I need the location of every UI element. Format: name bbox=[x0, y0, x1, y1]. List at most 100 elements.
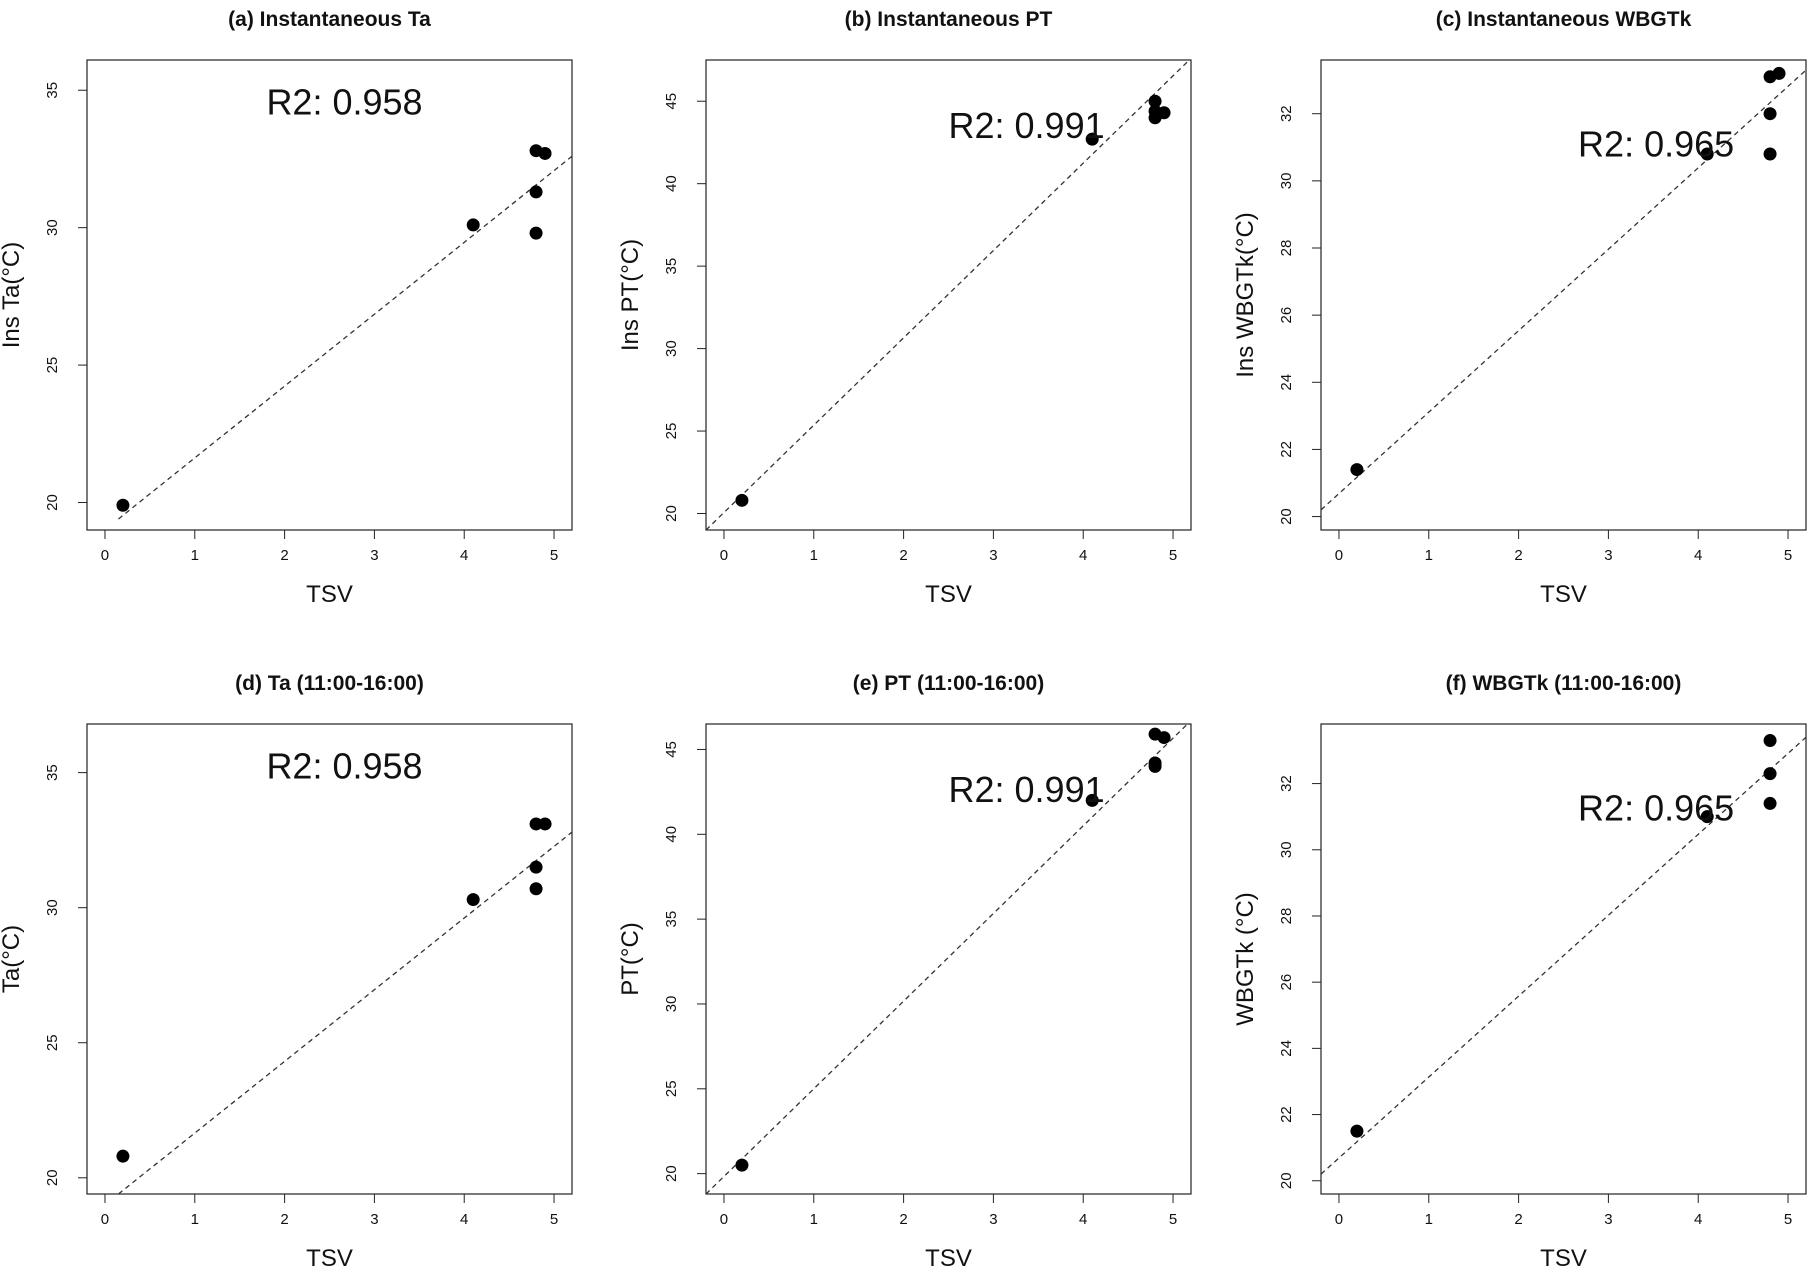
x-tick-label: 3 bbox=[989, 547, 997, 564]
y-tick-label: 35 bbox=[44, 764, 61, 781]
data-point bbox=[529, 185, 543, 199]
y-tick-label: 30 bbox=[663, 996, 680, 1013]
x-tick-label: 4 bbox=[1079, 1211, 1087, 1228]
data-point bbox=[466, 218, 480, 232]
x-tick-label: 4 bbox=[460, 547, 468, 564]
y-tick-label: 25 bbox=[663, 1080, 680, 1097]
x-tick-label: 0 bbox=[1335, 1211, 1343, 1228]
y-axis-label: Ins Ta(°C) bbox=[0, 242, 25, 349]
data-point bbox=[538, 146, 552, 160]
data-point bbox=[1085, 793, 1099, 807]
y-tick-label: 25 bbox=[663, 423, 680, 440]
data-point bbox=[735, 1158, 749, 1172]
y-tick-label: 28 bbox=[1278, 908, 1295, 925]
y-tick-label: 20 bbox=[1278, 1172, 1295, 1189]
panel-d: (d) Ta (11:00-16:00) 0 1 2 3 4 5 20 25 30 35 TSV Ta(… bbox=[0, 672, 573, 1272]
plot-frame bbox=[1320, 723, 1807, 1195]
x-tick-label: 1 bbox=[191, 1211, 199, 1228]
x-tick-label: 4 bbox=[460, 1211, 468, 1228]
y-tick-label: 35 bbox=[663, 911, 680, 928]
y-tick-label: 20 bbox=[44, 1169, 61, 1186]
plot-frame bbox=[1320, 59, 1807, 531]
panel-e: (e) PT (11:00-16:00)0 1 2 3 4 5202530354045TS… bbox=[617, 672, 1192, 1272]
x-axis-label: TSV bbox=[306, 581, 353, 608]
panel-title: (c) Instantaneous WBGTk bbox=[1436, 8, 1692, 31]
r2-annotation: R2: 0.958 bbox=[266, 81, 422, 122]
x-tick-label: 4 bbox=[1079, 547, 1087, 564]
panel-a: (a) Instantaneous Ta 0 1 2 3 4 5 20 25 30 35 TSV Ins… bbox=[0, 8, 573, 608]
data-point bbox=[1700, 147, 1714, 161]
panel-b: (b) Instantaneous PT0 1 2 3 4 5202530354045TS… bbox=[617, 8, 1192, 608]
x-tick-label: 5 bbox=[1169, 1211, 1177, 1228]
y-tick-label: 32 bbox=[1278, 775, 1295, 792]
x-tick-label: 2 bbox=[1514, 547, 1522, 564]
x-tick-label: 1 bbox=[810, 547, 818, 564]
y-tick-label: 30 bbox=[1278, 841, 1295, 858]
y-tick-label: 25 bbox=[44, 357, 61, 374]
x-tick-label: 2 bbox=[1514, 1211, 1522, 1228]
x-tick-label: 1 bbox=[810, 1211, 818, 1228]
panel-title: (d) Ta (11:00-16:00) bbox=[235, 672, 424, 695]
x-axis-label: TSV bbox=[306, 1245, 353, 1272]
data-point bbox=[1763, 734, 1777, 748]
panel-title: (f) WBGTk (11:00-16:00) bbox=[1446, 672, 1682, 695]
data-point bbox=[1350, 463, 1364, 477]
y-tick-label: 20 bbox=[1278, 508, 1295, 525]
r2-annotation: R2: 0.991 bbox=[949, 769, 1105, 810]
x-tick-label: 0 bbox=[101, 1211, 109, 1228]
y-tick-label: 26 bbox=[1278, 307, 1295, 324]
x-tick-label: 5 bbox=[1784, 547, 1792, 564]
data-point bbox=[116, 1149, 130, 1163]
y-tick-label: 35 bbox=[44, 82, 61, 99]
fit-line bbox=[118, 831, 572, 1194]
y-tick-label: 30 bbox=[1278, 173, 1295, 190]
data-point bbox=[529, 882, 543, 896]
x-tick-label: 4 bbox=[1694, 547, 1702, 564]
fit-line bbox=[706, 724, 1189, 1194]
x-tick-label: 0 bbox=[720, 1211, 728, 1228]
y-axis-label: Ta(°C) bbox=[0, 925, 25, 993]
y-tick-label: 20 bbox=[663, 505, 680, 522]
fit-line bbox=[706, 60, 1191, 530]
y-tick-label: 30 bbox=[44, 899, 61, 916]
data-point bbox=[1157, 106, 1171, 120]
data-point bbox=[1763, 107, 1777, 121]
data-point bbox=[1148, 94, 1162, 108]
x-axis-label: TSV bbox=[925, 581, 972, 608]
r2-annotation: R2: 0.965 bbox=[1578, 788, 1734, 829]
x-tick-label: 1 bbox=[1425, 547, 1433, 564]
x-tick-label: 5 bbox=[1784, 1211, 1792, 1228]
data-point bbox=[1772, 66, 1786, 80]
y-tick-label: 45 bbox=[663, 741, 680, 758]
panel-f: (f) WBGTk (11:00-16:00) 0 1 2 3 4 5 20 22 24 26 28 3… bbox=[1232, 672, 1807, 1272]
x-tick-label: 3 bbox=[1604, 1211, 1612, 1228]
r2-annotation: R2: 0.965 bbox=[1578, 124, 1734, 165]
x-tick-label: 0 bbox=[101, 547, 109, 564]
data-point bbox=[1763, 767, 1777, 781]
data-point bbox=[116, 498, 130, 512]
y-tick-label: 22 bbox=[1278, 1106, 1295, 1123]
x-tick-label: 5 bbox=[550, 547, 558, 564]
y-tick-label: 24 bbox=[1278, 374, 1295, 391]
x-tick-label: 5 bbox=[550, 1211, 558, 1228]
y-tick-label: 20 bbox=[44, 494, 61, 511]
data-point bbox=[529, 226, 543, 240]
x-tick-label: 3 bbox=[989, 1211, 997, 1228]
x-tick-label: 3 bbox=[1604, 547, 1612, 564]
data-point bbox=[1148, 759, 1162, 773]
x-tick-label: 1 bbox=[1425, 1211, 1433, 1228]
data-point bbox=[1763, 796, 1777, 810]
y-tick-label: 45 bbox=[663, 93, 680, 110]
data-point bbox=[1763, 147, 1777, 161]
data-point bbox=[529, 817, 543, 831]
panel-c: (c) Instantaneous WBGTk 0 1 2 3 4 5 20 22 24 26 28 3… bbox=[1232, 8, 1807, 608]
y-tick-label: 22 bbox=[1278, 441, 1295, 458]
panel-title: (a) Instantaneous Ta bbox=[228, 8, 431, 31]
fit-line bbox=[1321, 69, 1806, 511]
data-point bbox=[1350, 1124, 1364, 1138]
y-tick-label: 25 bbox=[44, 1034, 61, 1051]
data-point bbox=[1700, 810, 1714, 824]
y-tick-label: 24 bbox=[1278, 1040, 1295, 1057]
y-tick-label: 20 bbox=[663, 1165, 680, 1182]
